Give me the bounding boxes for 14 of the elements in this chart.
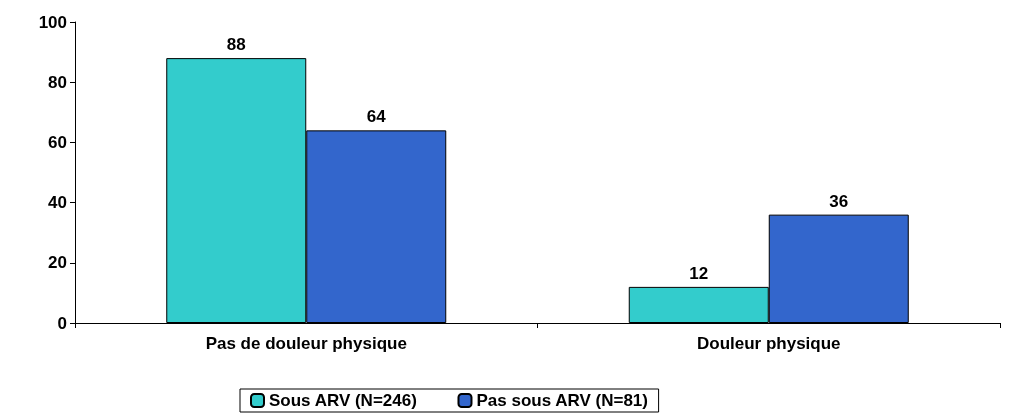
data-label: 12	[689, 263, 709, 283]
y-tick-label: 100	[38, 12, 67, 32]
data-label: 64	[366, 107, 387, 127]
data-label: 36	[829, 191, 849, 211]
y-tick-label: 20	[48, 253, 67, 273]
y-tick-label: 60	[48, 132, 67, 152]
y-tick-label: 0	[57, 313, 67, 333]
data-label: 88	[226, 35, 246, 55]
legend-label: Pas sous ARV (N=81)	[476, 391, 648, 410]
legend-label: Sous ARV (N=246)	[269, 391, 417, 410]
y-tick-label: 80	[48, 72, 67, 92]
y-tick-label: 40	[48, 193, 67, 213]
x-tick-label: Douleur physique	[696, 334, 841, 353]
x-tick-label: Pas de douleur physique	[205, 334, 407, 353]
